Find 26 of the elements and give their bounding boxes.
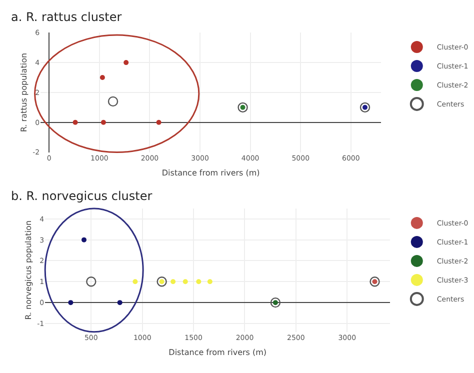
point (207, 279, 212, 284)
point (100, 120, 106, 125)
point (370, 276, 380, 287)
point (100, 75, 105, 80)
point (72, 120, 78, 125)
point (238, 102, 248, 113)
point (270, 297, 281, 308)
point (117, 300, 122, 306)
point (124, 60, 129, 66)
chart-title: b. R. norvegicus cluster (11, 189, 152, 203)
point (182, 279, 188, 284)
point (82, 237, 86, 242)
y-axis-title: R. norvegicus population (24, 220, 33, 320)
point (86, 276, 96, 287)
point (132, 279, 138, 284)
y-axis-title: R. rattus population (19, 52, 28, 132)
chart-title: a. R. rattus cluster (11, 10, 122, 24)
point (156, 120, 162, 125)
x-axis-title: Distance from rivers (m) (168, 348, 267, 357)
point (170, 279, 176, 284)
point (156, 276, 167, 287)
point (108, 96, 118, 107)
point (68, 300, 74, 306)
point (360, 102, 370, 113)
point (196, 279, 202, 284)
x-axis-title: Distance from rivers (m) (162, 168, 260, 178)
